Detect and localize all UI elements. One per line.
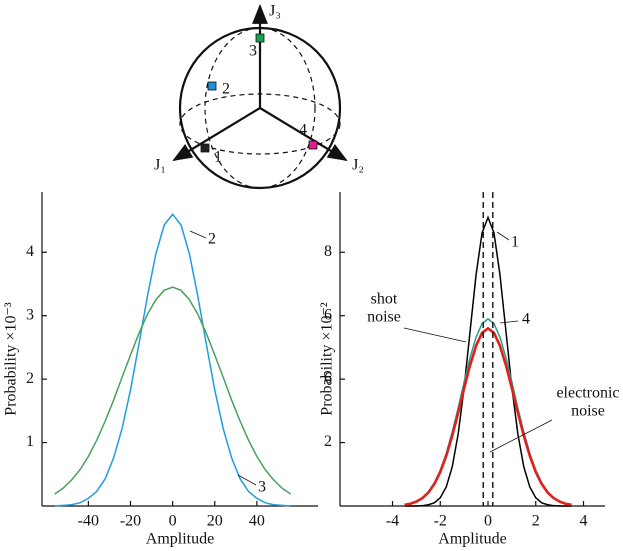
x-tick-label: 0 xyxy=(484,513,492,530)
y-tick-label: 6 xyxy=(324,306,332,323)
leader-line xyxy=(489,419,553,453)
axis-j2 xyxy=(259,107,348,162)
meridian xyxy=(204,27,316,189)
x-axis-label: Amplitude xyxy=(146,531,214,548)
annotation: noise xyxy=(571,403,605,420)
axis-label: J₁ xyxy=(154,157,166,174)
curve-label: 1 xyxy=(511,234,519,251)
data-line xyxy=(54,212,291,507)
x-tick-label: -4 xyxy=(386,513,399,530)
point-label: 2 xyxy=(222,81,230,98)
data-line xyxy=(404,317,572,506)
point-label: 4 xyxy=(299,122,307,139)
x-tick-label: 2 xyxy=(532,513,540,530)
leader-line xyxy=(403,327,467,343)
y-tick-label: 8 xyxy=(324,243,332,260)
y-tick-label: 3 xyxy=(26,306,34,323)
curve-label: 2 xyxy=(208,231,216,248)
axis-j1 xyxy=(172,107,261,162)
state-point xyxy=(308,140,318,150)
y-tick-label: 1 xyxy=(26,433,34,450)
x-tick-label: -20 xyxy=(120,513,141,530)
x-tick-label: -40 xyxy=(78,513,99,530)
y-axis-label: Probability ×10⁻³ xyxy=(3,302,20,416)
y-axis-label: Probability ×10⁻² xyxy=(319,302,336,416)
axis-label: J₃ xyxy=(269,3,281,20)
point-label: 1 xyxy=(214,149,222,166)
x-tick-label: 0 xyxy=(169,513,177,530)
axis-label: J₂ xyxy=(352,157,364,174)
point-label: 3 xyxy=(249,43,257,60)
data-line xyxy=(54,286,292,495)
curve-label: 3 xyxy=(258,479,266,496)
state-point xyxy=(255,33,265,43)
leader-line xyxy=(189,230,207,239)
state-point xyxy=(200,143,210,153)
x-axis-label: Amplitude xyxy=(438,531,506,548)
x-tick-label: 40 xyxy=(249,513,265,530)
y-tick-label: 6 xyxy=(324,370,332,387)
curve-label: 4 xyxy=(522,311,530,328)
x-tick-label: 20 xyxy=(207,513,223,530)
annotation: electronic xyxy=(556,385,619,402)
sphere-diagram: J₁ J₂ J₃ xyxy=(154,3,364,190)
data-line xyxy=(404,326,572,507)
x-tick-label: -2 xyxy=(434,513,447,530)
state-point xyxy=(207,81,217,91)
leader-line xyxy=(237,474,257,486)
leader-line xyxy=(499,320,519,324)
leader-line xyxy=(496,231,510,241)
y-tick-label: 2 xyxy=(26,370,34,387)
annotation: noise xyxy=(367,309,401,326)
x-tick-label: 4 xyxy=(580,513,588,530)
y-tick-label: 4 xyxy=(26,243,34,260)
y-tick-label: 2 xyxy=(324,433,332,450)
data-line xyxy=(404,215,572,507)
annotation: shot xyxy=(371,291,398,308)
